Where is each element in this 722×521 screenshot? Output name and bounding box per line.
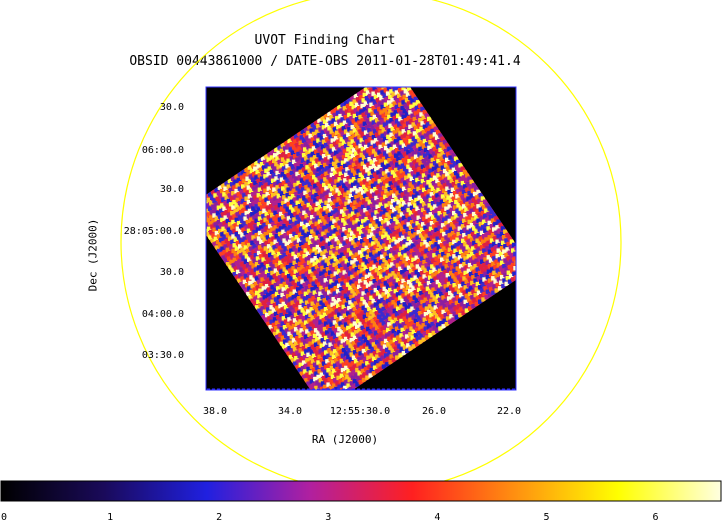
colorbar-tick-labels: 0 1 2 3 4 5 6 (1, 512, 659, 521)
chart-title: UVOT Finding Chart (254, 33, 396, 48)
colorbar-tick-label: 1 (107, 512, 113, 521)
y-tick-label: 30.0 (160, 267, 184, 278)
y-tick-label: 30.0 (160, 184, 184, 195)
y-tick-label: 06:00.0 (142, 145, 184, 156)
colorbar-tick-label: 4 (434, 512, 440, 521)
image-frame (205, 86, 517, 391)
x-axis-label: RA (J2000) (311, 433, 379, 446)
exposure-pixels (206, 87, 516, 390)
x-tick-labels: 38.0 34.0 12:55:30.0 26.0 22.0 (203, 406, 521, 417)
x-tick-label: 38.0 (203, 406, 227, 417)
chart-subtitle: OBSID 00443861000 / DATE-OBS 2011-01-28T… (129, 54, 521, 69)
y-tick-labels: 30.0 06:00.0 30.0 28:05:00.0 30.0 04:00.0 03:3… (124, 102, 184, 361)
colorbar-tick-label: 0 (1, 512, 7, 521)
y-tick-label: 04:00.0 (142, 309, 184, 320)
colorbar-tick-label: 2 (216, 512, 222, 521)
x-tick-label: 22.0 (497, 406, 521, 417)
x-tick-label: 34.0 (278, 406, 302, 417)
colorbar-tick-label: 6 (653, 512, 659, 521)
colorbar (0, 480, 722, 502)
x-tick-label: 26.0 (422, 406, 446, 417)
x-tick-label: 12:55:30.0 (330, 406, 390, 417)
y-tick-label: 28:05:00.0 (124, 226, 184, 237)
colorbar-tick-label: 3 (325, 512, 331, 521)
exposure-image (206, 87, 516, 390)
colorbar-tick-label: 5 (543, 512, 549, 521)
y-tick-label: 30.0 (160, 102, 184, 113)
y-tick-label: 03:30.0 (142, 350, 184, 361)
